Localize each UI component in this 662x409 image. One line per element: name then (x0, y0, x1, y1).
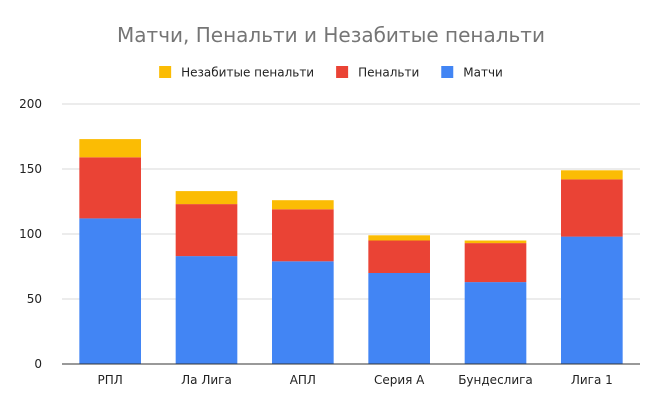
legend-label: Незабитые пенальти (181, 66, 314, 80)
y-tick-label: 150 (19, 162, 42, 176)
legend-label: Пенальти (358, 66, 419, 80)
bar-segment (561, 236, 623, 364)
x-tick-label: АПЛ (290, 373, 316, 387)
bar-segment (175, 256, 238, 364)
legend-label: Матчи (463, 66, 503, 80)
legend-swatch (336, 66, 349, 78)
bar-segment (464, 240, 527, 244)
bar-segment (272, 209, 334, 262)
legend-swatch (159, 66, 172, 78)
bar-segment (272, 261, 334, 364)
bar-segment (464, 243, 527, 283)
bar-segment (175, 204, 238, 257)
y-tick-label: 50 (27, 292, 42, 306)
chart-title: Матчи, Пенальти и Незабитые пенальти (117, 23, 545, 47)
bar-segment (79, 139, 141, 158)
x-tick-label: Лига 1 (571, 373, 613, 387)
gridlines (62, 103, 640, 300)
bars (79, 139, 623, 364)
x-tick-label: Бундеслига (458, 373, 533, 387)
y-tick-label: 100 (19, 227, 42, 241)
legend: Незабитые пенальти Пенальти Матчи (159, 66, 503, 80)
bar-segment (175, 191, 238, 205)
bar-segment (79, 157, 141, 219)
bar-segment (368, 273, 430, 364)
y-axis-ticks: 0 50 100 150 200 (19, 97, 42, 371)
bar-segment (79, 218, 141, 364)
x-tick-label: Серия А (374, 373, 425, 387)
x-tick-label: Ла Лига (181, 373, 232, 387)
bar-segment (561, 170, 623, 180)
x-tick-label: РПЛ (98, 373, 123, 387)
bar-segment (368, 235, 430, 241)
y-tick-label: 200 (19, 97, 42, 111)
y-tick-label: 0 (34, 357, 42, 371)
bar-segment (561, 179, 623, 237)
legend-swatch (441, 66, 454, 78)
bar-segment (272, 200, 334, 210)
bar-segment (464, 282, 527, 364)
x-axis-ticks: РПЛ Ла Лига АПЛ Серия А Бундеслига Лига 1 (98, 373, 613, 387)
bar-segment (368, 240, 430, 273)
